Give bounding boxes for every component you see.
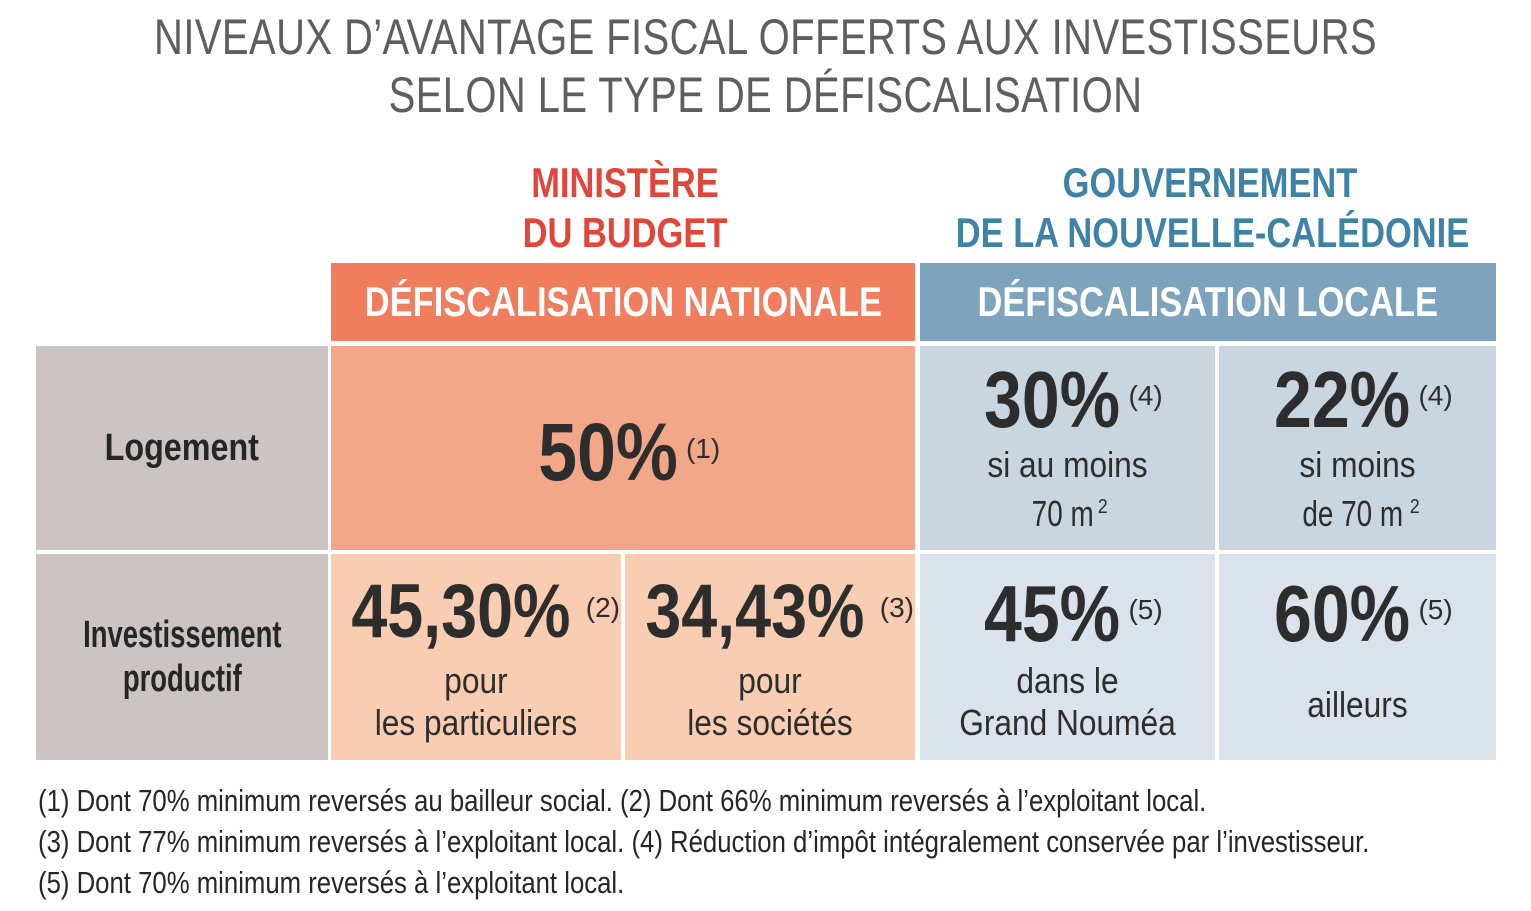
note-investissement-local-1: (5) xyxy=(1128,594,1163,625)
cell-investissement-local-2: 60% (5) ailleurs xyxy=(1219,554,1496,760)
value-logement-local-2: 22% (4) xyxy=(1219,356,1496,444)
authority-ministry: MINISTÈRE DU BUDGET xyxy=(383,158,867,258)
desc-logement-local-2: si moins de 70 m 2 xyxy=(1219,444,1496,535)
authority-ministry-line-2: DU BUDGET xyxy=(522,209,728,256)
chart-title-line-2: SELON LE TYPE DE DÉFISCALISATION xyxy=(388,67,1143,123)
authority-ministry-line-1: MINISTÈRE xyxy=(531,159,719,206)
desc-investissement-national-1: pour les particuliers xyxy=(331,660,621,744)
column-header-local: DÉFISCALISATION LOCALE xyxy=(920,263,1496,341)
row-label-investissement-line-1: Investissement xyxy=(82,614,282,656)
cell-investissement-national-2: 34,43% (3) pour les sociétés xyxy=(625,554,915,760)
footnotes: (1) Dont 70% minimum reversés au bailleu… xyxy=(38,780,1369,903)
row-label-logement-text: Logement xyxy=(104,427,260,469)
authority-government: GOUVERNEMENT DE LA NOUVELLE-CALÉDONIE xyxy=(955,158,1470,258)
desc-investissement-national-1-line-1: pour xyxy=(444,660,508,701)
note-logement-local-2: (4) xyxy=(1418,380,1453,411)
desc-investissement-national-2-line-1: pour xyxy=(738,660,802,701)
desc-investissement-local-1-line-2: Grand Nouméa xyxy=(959,702,1176,743)
desc-investissement-national-2-line-2: les sociétés xyxy=(687,702,853,743)
value-investissement-national-2-number: 34,43% xyxy=(645,569,865,654)
desc-investissement-local-2: ailleurs xyxy=(1219,684,1496,726)
desc-logement-local-2-line-1: si moins xyxy=(1299,444,1416,485)
value-logement-local-2-number: 22% xyxy=(1274,355,1411,444)
value-logement-local-1-number: 30% xyxy=(984,355,1121,444)
desc-investissement-local-1: dans le Grand Nouméa xyxy=(920,660,1215,744)
row-label-investissement-line-2: productif xyxy=(122,658,242,700)
desc-logement-local-1-sup: 2 xyxy=(1097,496,1108,518)
value-investissement-national-1: 45,30% (2) xyxy=(331,570,621,654)
desc-logement-local-2-line-2: de 70 m xyxy=(1302,493,1403,534)
desc-investissement-national-2: pour les sociétés xyxy=(625,660,915,744)
value-logement-local-1: 30% (4) xyxy=(920,356,1215,444)
value-investissement-national-2: 34,43% (3) xyxy=(625,570,915,654)
value-investissement-local-1-number: 45% xyxy=(984,569,1121,658)
footnote-line-3: (5) Dont 70% minimum reversés à l’exploi… xyxy=(38,865,625,900)
authority-government-line-2: DE LA NOUVELLE-CALÉDONIE xyxy=(955,209,1470,256)
note-logement-national: (1) xyxy=(685,433,721,464)
desc-investissement-local-1-line-1: dans le xyxy=(1016,660,1119,701)
note-investissement-national-2: (3) xyxy=(879,592,914,623)
cell-investissement-local-1: 45% (5) dans le Grand Nouméa xyxy=(920,554,1215,760)
cell-logement-national: 50% (1) xyxy=(331,346,915,550)
desc-logement-local-1-line-2: 70 m xyxy=(1031,493,1094,534)
note-investissement-local-2: (5) xyxy=(1418,594,1453,625)
cell-investissement-national-1: 45,30% (2) pour les particuliers xyxy=(331,554,621,760)
desc-investissement-local-2-line-1: ailleurs xyxy=(1307,684,1408,725)
column-header-national-label: DÉFISCALISATION NATIONALE xyxy=(364,278,882,325)
chart-title-line-1: NIVEAUX D’AVANTAGE FISCAL OFFERTS AUX IN… xyxy=(154,9,1377,65)
footnote-line-1: (1) Dont 70% minimum reversés au bailleu… xyxy=(38,783,1207,818)
note-investissement-national-1: (2) xyxy=(585,592,620,623)
value-logement-national: 50% (1) xyxy=(331,408,915,498)
value-investissement-local-1: 45% (5) xyxy=(920,570,1215,658)
chart-title: NIVEAUX D’AVANTAGE FISCAL OFFERTS AUX IN… xyxy=(153,8,1378,124)
value-investissement-local-2-number: 60% xyxy=(1274,569,1411,658)
value-investissement-local-2: 60% (5) xyxy=(1219,570,1496,658)
footnote-line-2: (3) Dont 77% minimum reversés à l’exploi… xyxy=(38,824,1370,859)
row-label-logement: Logement xyxy=(36,346,328,550)
note-logement-local-1: (4) xyxy=(1128,380,1163,411)
row-label-investissement: Investissement productif xyxy=(36,554,328,760)
authority-government-line-1: GOUVERNEMENT xyxy=(1062,159,1358,206)
desc-logement-local-2-sup: 2 xyxy=(1409,496,1420,518)
desc-investissement-national-1-line-2: les particuliers xyxy=(374,702,578,743)
cell-logement-local-2: 22% (4) si moins de 70 m 2 xyxy=(1219,346,1496,550)
value-logement-national-number: 50% xyxy=(538,407,678,498)
column-header-local-label: DÉFISCALISATION LOCALE xyxy=(977,278,1439,325)
value-investissement-national-1-number: 45,30% xyxy=(351,569,571,654)
desc-logement-local-1-line-1: si au moins xyxy=(987,444,1148,485)
column-header-national: DÉFISCALISATION NATIONALE xyxy=(331,263,915,341)
